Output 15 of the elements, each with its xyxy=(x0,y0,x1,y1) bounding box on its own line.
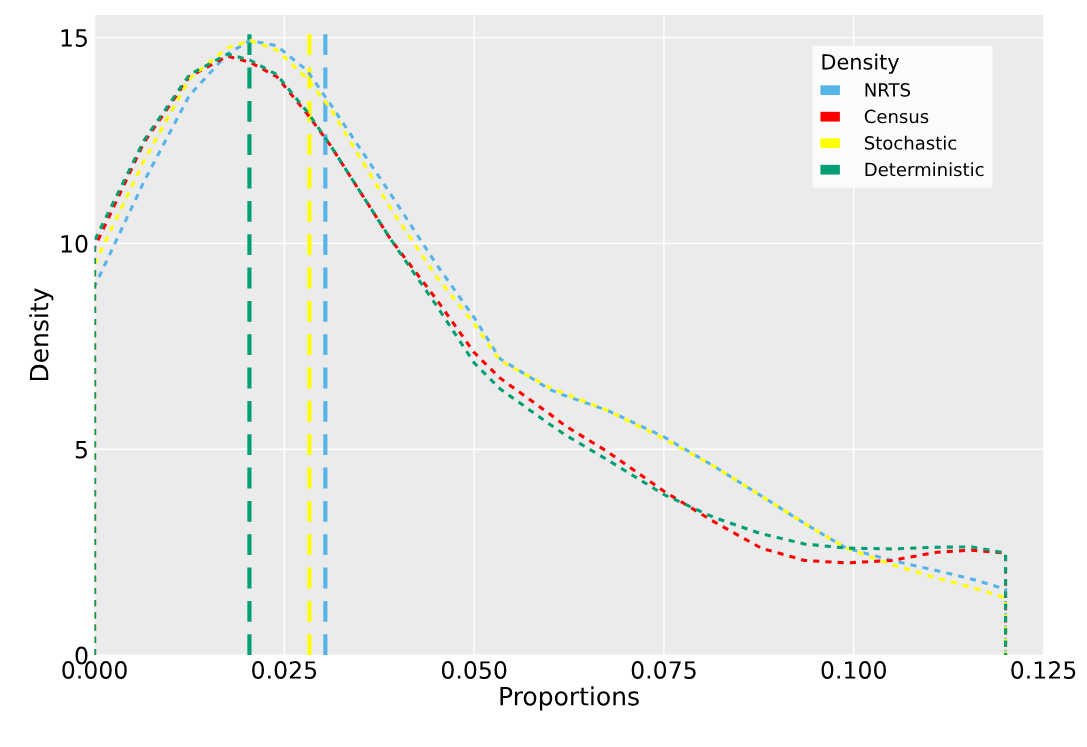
legend-label: Stochastic xyxy=(864,135,957,150)
x-tick-label: 0.100 xyxy=(821,661,886,679)
legend-label: Census xyxy=(864,109,929,124)
x-tick-label: 0.050 xyxy=(441,661,507,679)
x-tick-label: 0.025 xyxy=(252,661,317,679)
y-tick-label: 15 xyxy=(61,29,87,47)
legend-label: Deterministic xyxy=(865,162,984,177)
legend-label: NRTS xyxy=(865,83,910,97)
x-tick-label: 0.125 xyxy=(1011,661,1076,679)
y-tick-label: 10 xyxy=(61,234,88,253)
y-axis-title: Density xyxy=(29,288,54,381)
x-axis-title: Proportions xyxy=(500,686,639,711)
legend-title: Density xyxy=(822,53,900,74)
x-tick-label: 0.075 xyxy=(631,661,696,679)
y-tick-label: 5 xyxy=(75,441,87,459)
